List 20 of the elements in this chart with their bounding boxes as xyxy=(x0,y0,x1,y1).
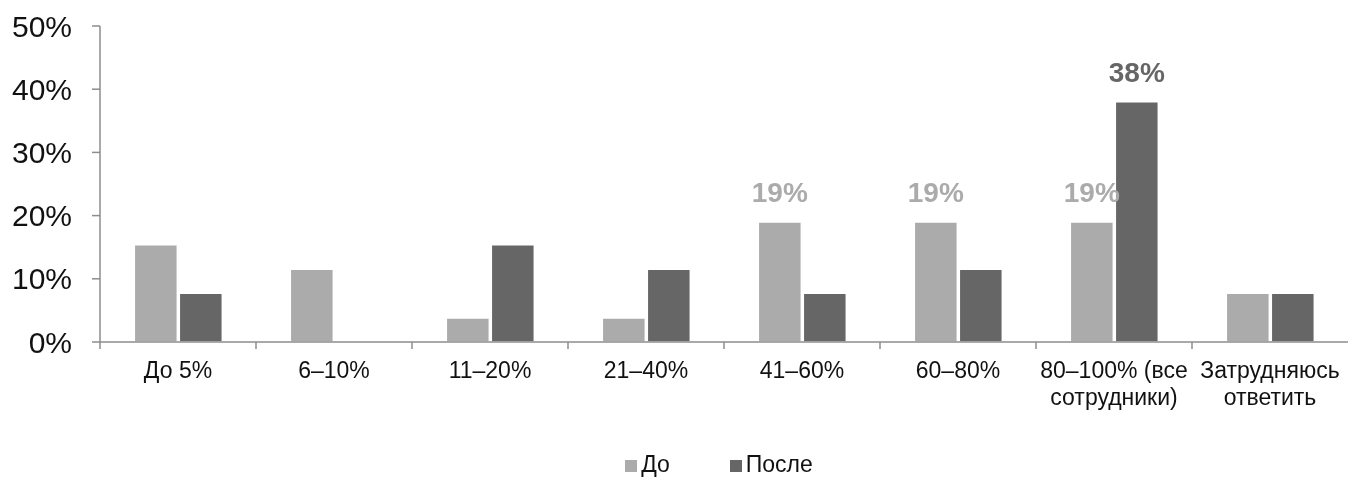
y-tick-label: 40% xyxy=(11,72,72,106)
bar xyxy=(289,268,335,342)
y-tick-label: 50% xyxy=(11,9,72,43)
legend-label: До xyxy=(641,451,670,477)
x-tick-label: 21–40% xyxy=(603,357,689,384)
data-label: 19% xyxy=(751,176,808,208)
legend-label: После xyxy=(745,451,813,477)
x-tick-label: До 5% xyxy=(143,357,213,384)
x-tick-label: 80–100% (все сотрудники) xyxy=(1040,357,1188,411)
data-label: 19% xyxy=(907,176,964,208)
x-tick-label: 11–20% xyxy=(448,357,532,384)
x-tick-label: 60–80% xyxy=(915,357,1001,384)
data-label: 38% xyxy=(1108,56,1165,88)
x-tick-label: 41–60% xyxy=(759,357,845,384)
y-tick-label: 0% xyxy=(28,325,72,359)
x-tick-label: 6–10% xyxy=(298,357,370,384)
y-tick-label: 20% xyxy=(11,199,72,233)
y-tick-label: 30% xyxy=(11,136,72,170)
x-tick-label: Затрудняюсь ответить xyxy=(1200,357,1340,411)
y-tick-label: 10% xyxy=(11,262,72,296)
